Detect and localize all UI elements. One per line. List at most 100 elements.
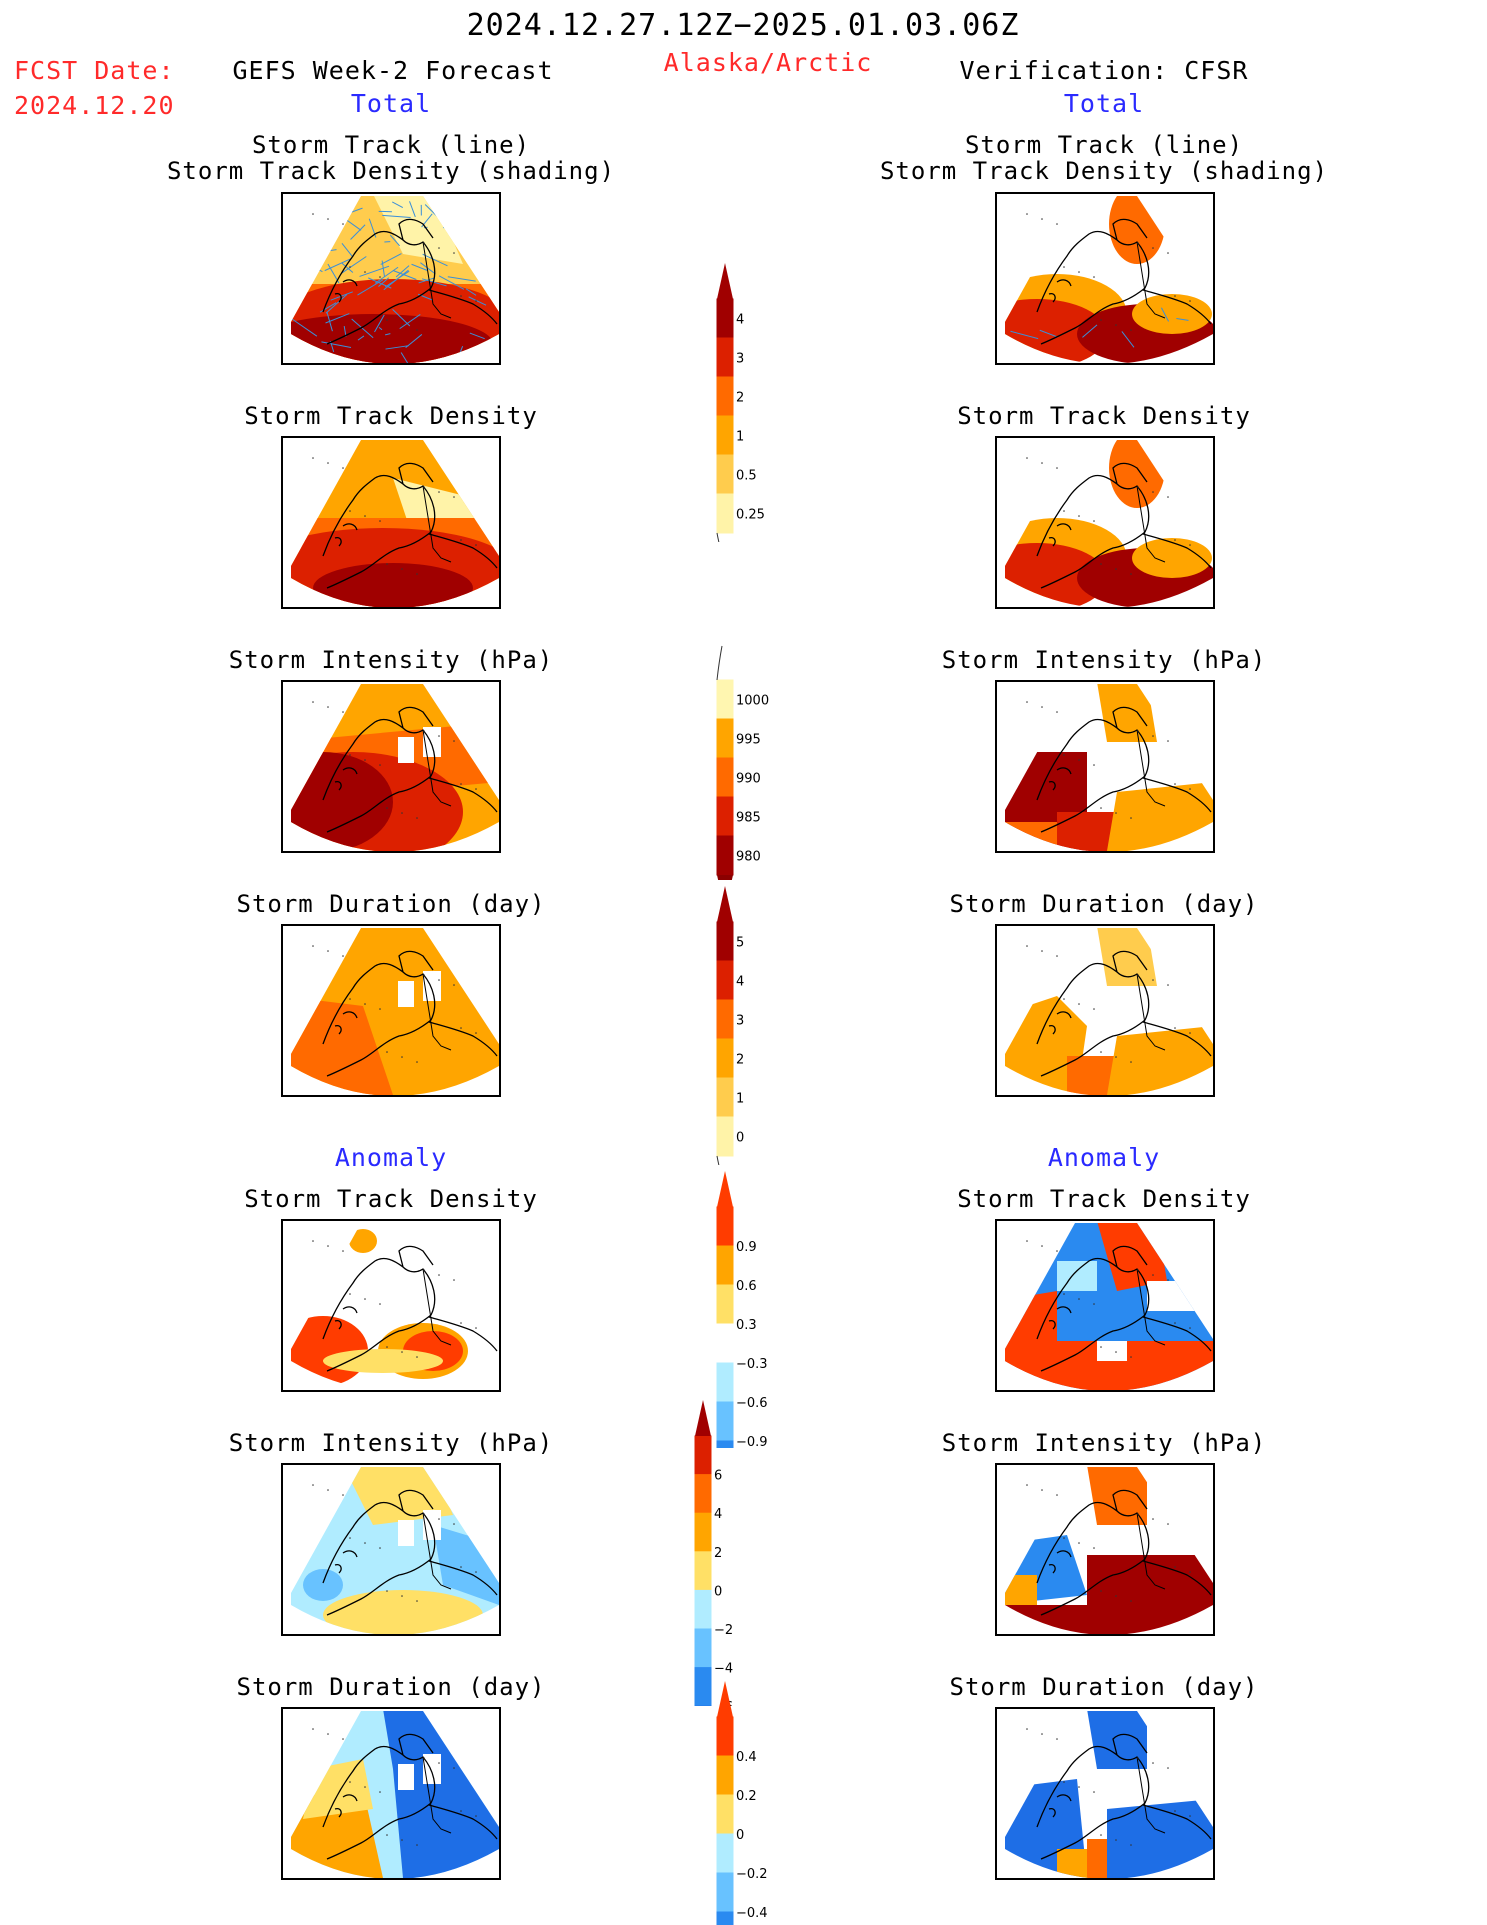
grid-dot [1152, 1274, 1154, 1276]
colorbar-segment [694, 1512, 712, 1553]
grid-dot [453, 496, 455, 498]
grid-dot [460, 783, 462, 785]
storm-track-segment [422, 253, 448, 267]
colorbar-tick-label: −0.3 [736, 1357, 768, 1372]
grid-dot [1100, 1590, 1102, 1592]
grid-dot [1063, 1537, 1065, 1539]
grid-dot [1026, 1484, 1028, 1486]
title-anom-density-left: Storm Track Density [244, 1185, 538, 1213]
grid-dot [342, 711, 344, 713]
colorbar-tick-label: 1000 [736, 694, 769, 709]
title-anom-duration-left: Storm Duration (day) [236, 1673, 546, 1701]
grid-dot [1189, 1327, 1191, 1329]
storm-track-segment [418, 277, 435, 284]
colorbar-tick-label: 985 [736, 811, 761, 826]
grid-dot [423, 1757, 425, 1759]
grid-dot [379, 1008, 381, 1010]
grid-dot [342, 1738, 344, 1740]
grid-dot [1093, 1303, 1095, 1305]
colorbar-arrow-top [717, 1681, 733, 1717]
title-anom-density-right: Storm Track Density [957, 1185, 1251, 1213]
grid-dot [453, 252, 455, 254]
grid-dot [423, 1513, 425, 1515]
grid-dot [401, 1056, 403, 1058]
colorbar-tick-label: 3 [736, 1014, 744, 1029]
map-total-duration-left [281, 924, 501, 1097]
colorbar-tick-label: 2 [714, 1546, 722, 1561]
colorbar-segment [716, 1323, 734, 1364]
grid-dot [1115, 1839, 1117, 1841]
grid-dot [1078, 1298, 1080, 1300]
storm-track-segment [341, 242, 354, 258]
shading-region [423, 971, 441, 1001]
colorbar-tick-label: 0.2 [736, 1789, 757, 1804]
grid-dot [349, 1293, 351, 1295]
border-line [422, 1268, 452, 1346]
grid-dot [1026, 1728, 1028, 1730]
storm-track-segment [330, 291, 353, 301]
grid-dot [475, 1327, 477, 1329]
grid-dot [1041, 1245, 1043, 1247]
grid-dot [312, 213, 314, 215]
grid-dot [438, 735, 440, 737]
title-track-shading-right: Storm Track Density (shading) [879, 157, 1329, 185]
grid-dot [1056, 711, 1058, 713]
grid-dot [1167, 1767, 1169, 1769]
colorbar-arrow-top [695, 1400, 711, 1436]
shading-region [1057, 812, 1117, 851]
grid-dot [1100, 1051, 1102, 1053]
grid-dot [423, 242, 425, 244]
grid-dot [1056, 223, 1058, 225]
forecast-title: GEFS Week-2 Forecast [232, 56, 554, 85]
shading-region [423, 727, 441, 757]
grid-dot [460, 1566, 462, 1568]
grid-dot [1167, 496, 1169, 498]
grid-dot [349, 266, 351, 268]
grid-dot [342, 1250, 344, 1252]
grid-dot [1167, 1523, 1169, 1525]
storm-track-segment [1010, 330, 1039, 340]
storm-track-segment [400, 352, 410, 363]
shading-region [1107, 1026, 1213, 1095]
storm-track-segment [309, 259, 313, 280]
colorbar-tick-label: 1 [736, 430, 744, 445]
grid-dot [379, 1303, 381, 1305]
storm-track-segment [350, 224, 366, 240]
grid-dot [401, 324, 403, 326]
date-range-title: 2024.12.27.12Z−2025.01.03.06Z [466, 8, 1020, 43]
storm-track-segment [357, 279, 384, 296]
grid-dot [416, 329, 418, 331]
grid-dot [453, 984, 455, 986]
grid-dot [1189, 1032, 1191, 1034]
grid-dot [460, 1027, 462, 1029]
colorbar-segment [716, 1794, 734, 1835]
grid-dot [1167, 984, 1169, 986]
grid-dot [460, 539, 462, 541]
grid-dot [453, 1279, 455, 1281]
grid-dot [1137, 242, 1139, 244]
shading-region [349, 1229, 377, 1253]
colorbar-segment [694, 1667, 712, 1706]
grid-dot [1174, 1322, 1176, 1324]
grid-dot [401, 1351, 403, 1353]
storm-track-segment [319, 302, 337, 313]
border-line [422, 973, 452, 1051]
grid-dot [1152, 491, 1154, 493]
storm-track-segment [382, 214, 411, 219]
grid-dot [416, 817, 418, 819]
storm-track-segment [399, 314, 421, 330]
title-anom-intensity-left: Storm Intensity (hPa) [228, 1429, 554, 1457]
grid-dot [379, 276, 381, 278]
grid-dot [1130, 1844, 1132, 1846]
shading-region [1005, 1605, 1087, 1634]
grid-dot [379, 764, 381, 766]
colorbar-tail-top [716, 645, 723, 681]
grid-dot [379, 520, 381, 522]
colorbar-tick-label: 4 [714, 1507, 722, 1522]
grid-dot [423, 486, 425, 488]
grid-dot [1093, 1008, 1095, 1010]
grid-dot [1056, 1494, 1058, 1496]
colorbar-total-intensity: 1000 995 990 985 980 [716, 645, 769, 880]
shading-region [398, 1764, 414, 1790]
colorbar-segment [716, 415, 734, 456]
